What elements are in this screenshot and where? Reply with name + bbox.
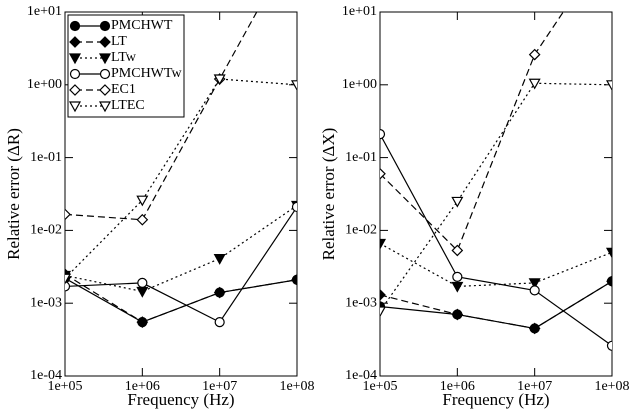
x-axis-label: Frequency (Hz): [127, 390, 234, 409]
x-tick-label: 1e+06: [125, 379, 160, 394]
marker: [136, 286, 149, 298]
legend-marker: [68, 101, 82, 113]
x-tick-label: 1e+08: [594, 379, 629, 394]
marker: [213, 286, 226, 299]
x-tick-label: 1e+05: [362, 379, 397, 394]
marker: [65, 273, 72, 285]
plot-area: [65, 12, 297, 328]
marker: [136, 213, 149, 226]
marker: [605, 80, 612, 92]
marker: [606, 275, 612, 288]
marker: [380, 167, 386, 180]
marker: [605, 247, 612, 259]
marker: [137, 277, 148, 289]
marker: [452, 271, 463, 282]
y-tick-label: 1e-02: [345, 223, 377, 238]
marker: [528, 278, 541, 290]
legend-box: [67, 14, 185, 118]
marker: [290, 80, 297, 92]
marker: [136, 195, 149, 207]
y-tick-label: 1e-03: [345, 295, 377, 310]
series-line: [65, 204, 297, 293]
marker: [65, 208, 71, 221]
y-tick-label: 1e-01: [345, 150, 377, 165]
marker: [291, 273, 297, 286]
plot-area: [380, 12, 612, 351]
marker: [528, 322, 541, 335]
legend-marker: [99, 68, 111, 80]
series-line: [65, 273, 297, 323]
x-tick-label: 1e+08: [279, 379, 314, 394]
x-tick-label: 1e+06: [440, 379, 475, 394]
marker: [65, 281, 71, 292]
legend-marker: [68, 53, 82, 65]
y-tick-label: 1e+01: [342, 4, 377, 19]
marker: [380, 238, 387, 250]
marker: [528, 48, 541, 61]
marker: [606, 340, 612, 351]
legend-marker: [99, 20, 111, 32]
legend-marker: [98, 101, 112, 113]
legend-label: PMCHWT: [111, 18, 173, 33]
marker: [451, 196, 464, 208]
marker: [528, 78, 541, 90]
x-tick-label: 1e+05: [47, 379, 82, 394]
x-tick-label: 1e+07: [202, 379, 237, 394]
y-tick-label: 1e-04: [30, 368, 62, 383]
legend-marker: [99, 36, 111, 48]
x-tick-label: 1e+07: [517, 379, 552, 394]
marker: [214, 317, 225, 328]
marker: [380, 129, 386, 140]
series-line: [380, 12, 564, 252]
series-line: [380, 280, 612, 330]
marker: [291, 201, 297, 213]
plot-frame: [379, 11, 613, 377]
series-line: [380, 133, 612, 347]
plot-frame: [64, 11, 298, 377]
legend-label: LTEC: [111, 98, 145, 113]
legend-marker: [99, 84, 111, 96]
x-axis-label: Frequency (Hz): [442, 390, 549, 409]
y-tick-label: 1e+00: [27, 77, 62, 92]
legend-marker: [69, 68, 81, 80]
series-line: [65, 12, 258, 221]
y-tick-label: 1e+00: [342, 77, 377, 92]
marker: [380, 289, 386, 301]
series-line: [65, 206, 297, 323]
y-tick-label: 1e-01: [30, 150, 62, 165]
marker: [451, 281, 464, 293]
marker: [136, 316, 149, 328]
marker: [380, 306, 387, 318]
legend-marker: [69, 36, 81, 48]
legend-marker: [69, 84, 81, 96]
marker: [529, 285, 540, 296]
legend-marker: [98, 53, 112, 65]
y-axis-label: Relative error (ΔR): [4, 128, 23, 260]
y-tick-label: 1e-03: [30, 295, 62, 310]
y-tick-label: 1e-02: [30, 223, 62, 238]
legend-marker: [69, 20, 81, 32]
legend-label: LTw: [111, 50, 137, 65]
legend-label: LT: [111, 34, 127, 49]
y-tick-label: 1e-04: [345, 368, 377, 383]
legend-label: PMCHWTw: [111, 66, 182, 81]
marker: [213, 253, 226, 265]
y-axis-label: Relative error (ΔX): [319, 128, 338, 261]
series-line: [380, 243, 612, 288]
y-tick-label: 1e+01: [27, 4, 62, 19]
marker: [213, 74, 226, 86]
marker: [451, 244, 464, 257]
series-line: [65, 78, 297, 279]
marker: [451, 308, 464, 321]
legend-label: EC1: [111, 82, 136, 97]
